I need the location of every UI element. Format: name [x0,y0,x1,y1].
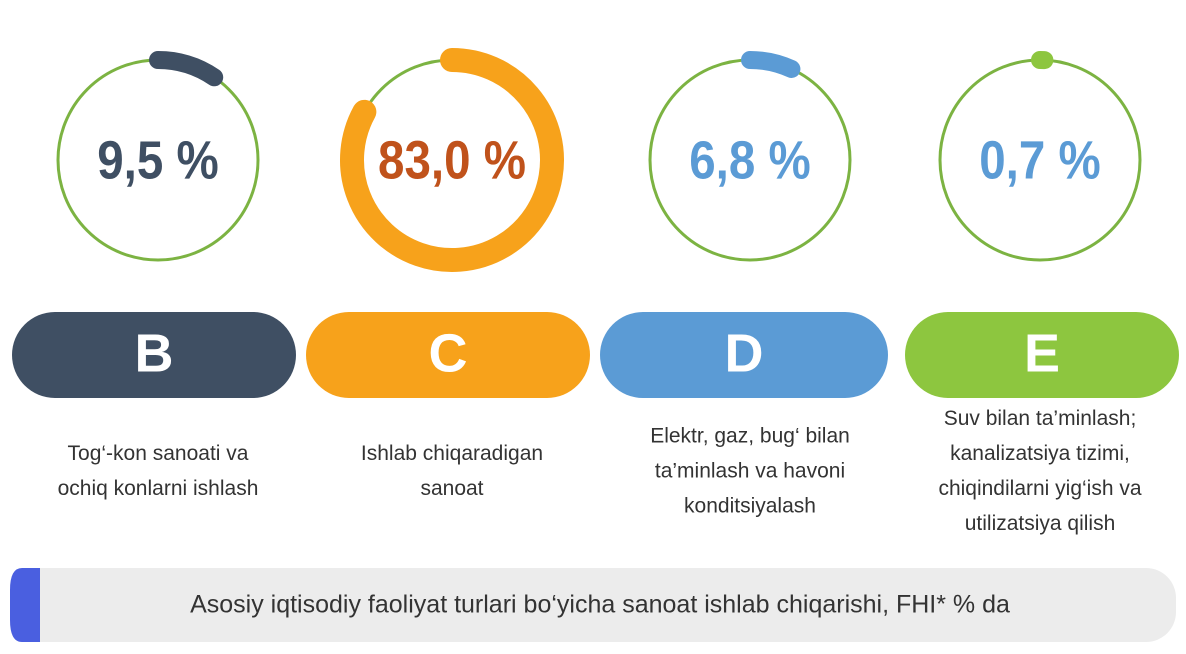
description-line: ochiq konlarni ishlash [58,477,259,500]
gauge-arc [741,51,801,78]
description-line: Tog‘-kon sanoati va [68,442,249,465]
category-pill [600,312,888,398]
description-line: sanoat [420,477,483,500]
chart-title: Asosiy iqtisodiy faoliyat turlari bo‘yic… [190,591,1010,619]
category-label: D [725,323,764,383]
description-line: utilizatsiya qilish [965,512,1116,535]
category-label: B [135,323,174,383]
value-label: 83,0 % [378,129,526,190]
value-label: 6,8 % [689,129,811,190]
category-pill [306,312,590,398]
value-label: 9,5 % [97,129,219,190]
description-line: Suv bilan ta’minlash; [944,407,1137,430]
description-line: Elektr, gaz, bug‘ bilan [650,425,850,448]
title-banner [10,568,1176,642]
description-line: kanalizatsiya tizimi, [950,442,1130,465]
value-label: 0,7 % [979,129,1101,190]
gauge-arc [149,51,224,87]
category-pill [905,312,1179,398]
description-line: Ishlab chiqaradigan [361,442,543,465]
description-line: ta’minlash va havoni [655,460,845,483]
banner-accent [10,568,40,642]
category-pill [12,312,296,398]
category-label: E [1024,323,1060,383]
gauge-arc [340,48,564,272]
description-line: chiqindilarni yig‘ish va [938,477,1141,500]
description-line: konditsiyalash [684,495,816,518]
category-label: C [429,323,468,383]
